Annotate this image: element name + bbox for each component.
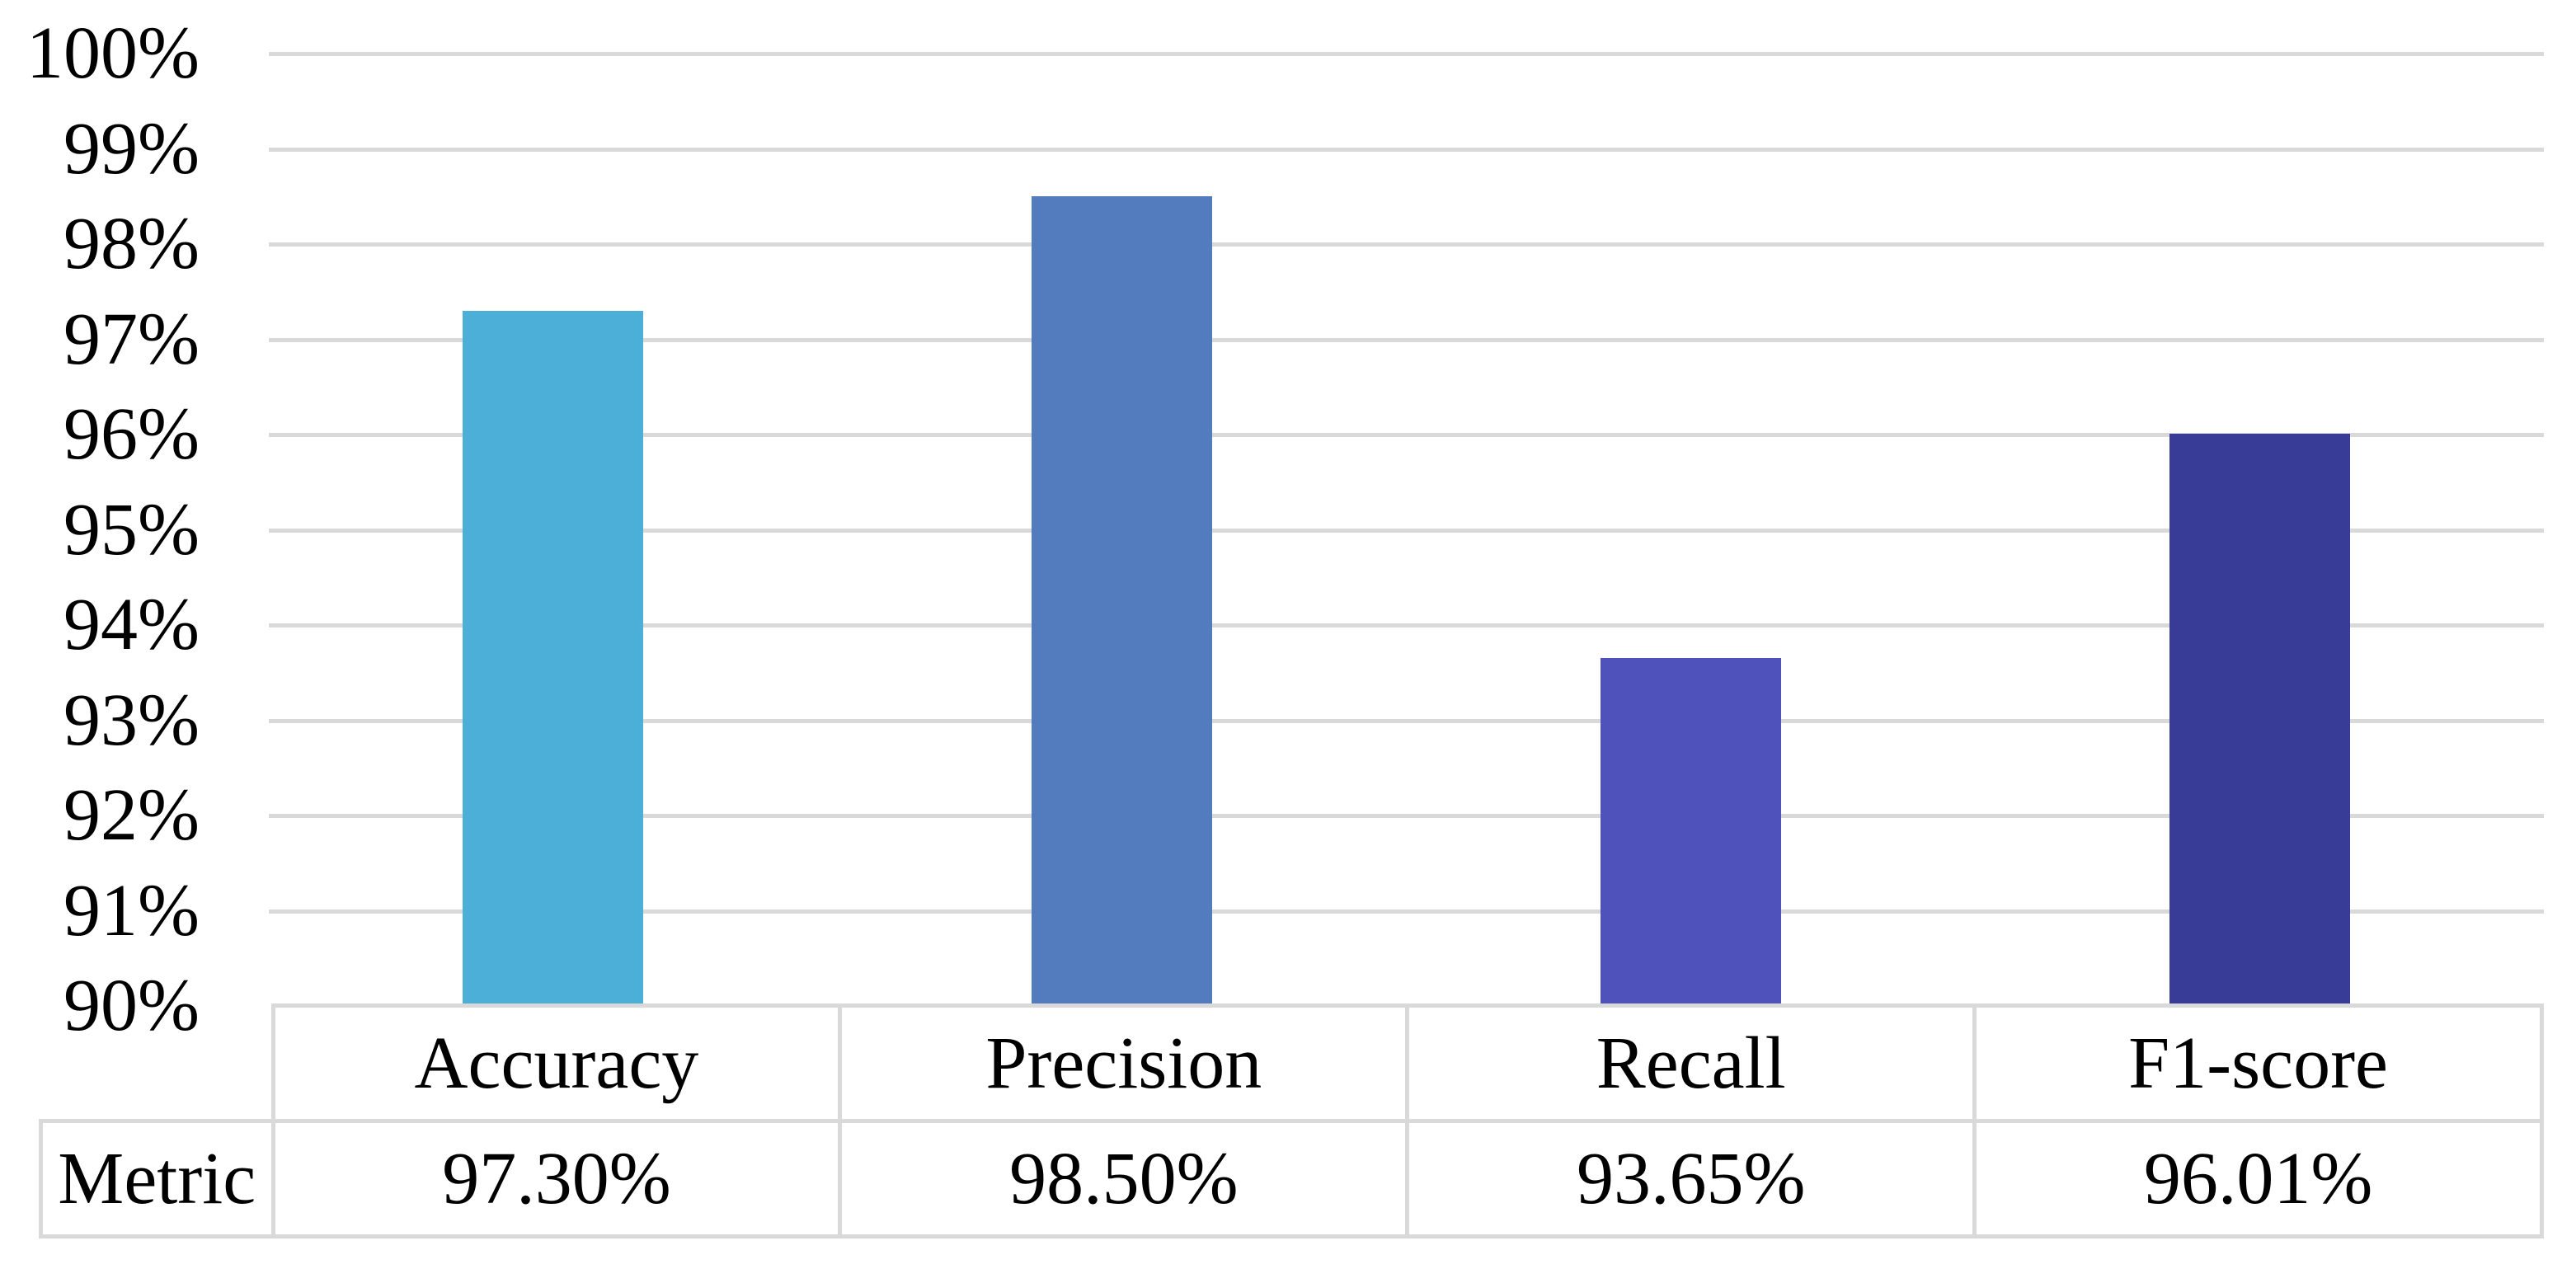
- y-axis-tick-label: 94%: [63, 584, 200, 665]
- value-cell-accuracy: 97.30%: [270, 1119, 843, 1238]
- value-cell-precision: 98.50%: [838, 1119, 1410, 1238]
- y-axis-tick-label: 99%: [63, 107, 200, 190]
- gridline-91: [269, 909, 2544, 914]
- chart-data-table: Accuracy Precision Recall F1-score Metri…: [39, 1003, 2544, 1238]
- y-axis-tick-label: 98%: [63, 203, 200, 284]
- table-corner-cell: [40, 1005, 275, 1123]
- column-header-precision: Precision: [838, 1003, 1410, 1123]
- y-axis-tick-label: 100%: [26, 12, 200, 94]
- bar-recall: [1600, 658, 1781, 1006]
- gridline-100: [269, 52, 2544, 56]
- gridline-96: [269, 433, 2544, 437]
- column-header-accuracy: Accuracy: [270, 1003, 843, 1123]
- y-axis-tick-label: 96%: [63, 393, 200, 475]
- gridline-94: [269, 623, 2544, 627]
- gridline-93: [269, 718, 2544, 723]
- y-axis-tick-label: 95%: [63, 488, 200, 571]
- bar-f1-score: [2169, 433, 2350, 1006]
- bar-precision: [1032, 196, 1213, 1006]
- y-axis-tick-label: 97%: [63, 298, 200, 380]
- gridline-95: [269, 528, 2544, 533]
- plot-area: [269, 52, 2544, 1006]
- value-cell-recall: 93.65%: [1405, 1119, 1977, 1238]
- bar-accuracy: [463, 310, 644, 1006]
- column-header-f1-score: F1-score: [1972, 1003, 2544, 1123]
- metric-values-row: Metric 97.30% 98.50% 93.65% 96.01%: [39, 1119, 2544, 1238]
- gridline-97: [269, 337, 2544, 342]
- y-axis-tick-label: 91%: [63, 869, 200, 952]
- gridline-99: [269, 147, 2544, 152]
- category-header-row: Accuracy Precision Recall F1-score: [40, 1003, 2544, 1123]
- y-axis-tick-label: 93%: [63, 679, 200, 761]
- row-label-metric: Metric: [39, 1119, 275, 1238]
- column-header-recall: Recall: [1405, 1003, 1977, 1123]
- y-axis-tick-label: 92%: [63, 774, 200, 856]
- gridline-98: [269, 242, 2544, 247]
- value-cell-f1-score: 96.01%: [1972, 1119, 2544, 1238]
- gridline-92: [269, 814, 2544, 818]
